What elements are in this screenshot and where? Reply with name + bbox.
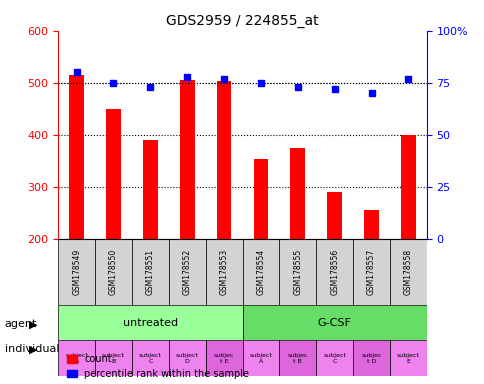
Text: GSM178550: GSM178550 xyxy=(109,249,118,295)
Text: subjec
t D: subjec t D xyxy=(361,353,381,364)
Text: GSM178557: GSM178557 xyxy=(366,249,375,295)
Text: individual: individual xyxy=(5,344,59,354)
Bar xyxy=(327,192,341,239)
Text: ▶: ▶ xyxy=(29,344,37,354)
FancyBboxPatch shape xyxy=(389,239,426,305)
FancyBboxPatch shape xyxy=(242,341,279,376)
Bar xyxy=(106,109,121,239)
FancyBboxPatch shape xyxy=(242,239,279,305)
Bar xyxy=(400,135,415,239)
Text: subject
E: subject E xyxy=(396,353,419,364)
FancyBboxPatch shape xyxy=(316,341,352,376)
Text: agent: agent xyxy=(5,319,37,329)
Text: subject
A: subject A xyxy=(65,353,88,364)
FancyBboxPatch shape xyxy=(352,341,389,376)
FancyBboxPatch shape xyxy=(389,341,426,376)
Text: GSM178555: GSM178555 xyxy=(293,249,302,295)
FancyBboxPatch shape xyxy=(279,239,316,305)
Bar xyxy=(143,140,157,239)
Text: GSM178551: GSM178551 xyxy=(146,249,154,295)
Text: GSM178553: GSM178553 xyxy=(219,249,228,295)
FancyBboxPatch shape xyxy=(205,341,242,376)
Text: subject
C: subject C xyxy=(138,353,162,364)
Bar xyxy=(216,81,231,239)
FancyBboxPatch shape xyxy=(279,341,316,376)
FancyBboxPatch shape xyxy=(95,341,132,376)
Bar xyxy=(363,210,378,239)
FancyBboxPatch shape xyxy=(242,305,426,341)
Text: G-CSF: G-CSF xyxy=(317,318,351,328)
Legend: count, percentile rank within the sample: count, percentile rank within the sample xyxy=(63,350,253,383)
Text: subject
C: subject C xyxy=(322,353,346,364)
Bar xyxy=(253,159,268,239)
Text: untreated: untreated xyxy=(122,318,178,328)
Text: subjec
t E: subjec t E xyxy=(213,353,234,364)
Text: subject
A: subject A xyxy=(249,353,272,364)
Text: GSM178558: GSM178558 xyxy=(403,249,412,295)
FancyBboxPatch shape xyxy=(352,239,389,305)
FancyBboxPatch shape xyxy=(58,305,242,341)
FancyBboxPatch shape xyxy=(168,239,205,305)
FancyBboxPatch shape xyxy=(132,239,168,305)
Title: GDS2959 / 224855_at: GDS2959 / 224855_at xyxy=(166,14,318,28)
Text: subject
B: subject B xyxy=(102,353,125,364)
FancyBboxPatch shape xyxy=(95,239,132,305)
Bar xyxy=(290,148,304,239)
Text: GSM178554: GSM178554 xyxy=(256,249,265,295)
Text: ▶: ▶ xyxy=(29,319,37,329)
FancyBboxPatch shape xyxy=(58,239,95,305)
Text: subjec
t B: subjec t B xyxy=(287,353,307,364)
Text: subject
D: subject D xyxy=(175,353,198,364)
FancyBboxPatch shape xyxy=(205,239,242,305)
Text: GSM178549: GSM178549 xyxy=(72,249,81,295)
FancyBboxPatch shape xyxy=(168,341,205,376)
FancyBboxPatch shape xyxy=(316,239,352,305)
FancyBboxPatch shape xyxy=(58,341,95,376)
Bar xyxy=(69,75,84,239)
FancyBboxPatch shape xyxy=(132,341,168,376)
Bar xyxy=(180,80,194,239)
Text: GSM178552: GSM178552 xyxy=(182,249,191,295)
Text: GSM178556: GSM178556 xyxy=(330,249,338,295)
